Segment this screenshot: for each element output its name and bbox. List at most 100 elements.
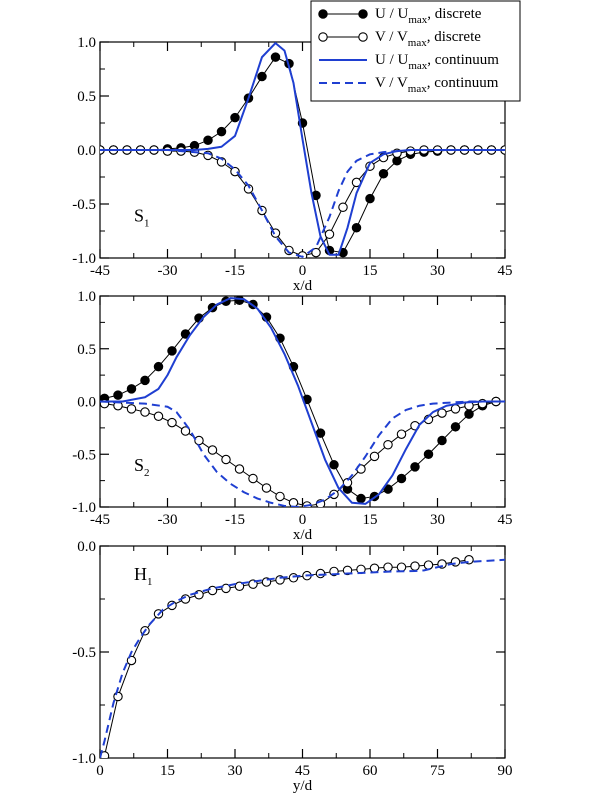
legend-marker-1	[358, 9, 368, 19]
y-tick-label: -0.5	[72, 645, 96, 661]
y-tick-label: 0.5	[77, 342, 96, 358]
legend-entry-4: V / Vmax, continuum	[375, 75, 499, 95]
series-1-point	[464, 409, 474, 419]
legend-entry-3-base: U / U	[375, 52, 409, 68]
series-1-point	[234, 296, 245, 305]
legend-entry-1-base: U / U	[375, 6, 409, 22]
x-tick-label: 15	[363, 263, 378, 279]
legend-entry-2: V / Vmax, discrete	[375, 29, 481, 49]
x-tick-label: 30	[430, 263, 445, 279]
legend-box	[310, 0, 521, 102]
x-tick-label: -15	[225, 263, 245, 279]
series-1-point	[153, 361, 164, 372]
legend-entry-2-tail: , discrete	[427, 29, 481, 45]
series-2-point	[167, 417, 177, 428]
y-tick-label: 0.5	[77, 89, 96, 105]
series-1-point	[126, 384, 137, 394]
series-1-point	[113, 390, 123, 400]
series-2-point	[207, 445, 218, 455]
series-1-point	[315, 428, 326, 438]
series-1-point	[230, 112, 240, 123]
series-3-line	[100, 297, 505, 505]
series-4-line	[100, 400, 505, 507]
legend-entry-1: U / Umax, discrete	[375, 6, 482, 26]
x-tick-label: -30	[158, 512, 178, 528]
chart-panel-3: 0 15 30 45 60 75 90 -1.0 -0.5 0.0 y/d H1	[72, 539, 512, 794]
x-tick-label: -30	[158, 263, 178, 279]
series-1-point	[270, 52, 281, 62]
legend-entry-2-base: V / V	[375, 29, 408, 45]
panel-label-base: H	[134, 564, 147, 584]
x-tick-label: 45	[498, 512, 513, 528]
panel-label-sub: 1	[144, 217, 150, 229]
x-tick-label: 30	[430, 512, 445, 528]
series-1-line	[104, 559, 470, 756]
series-1-point	[216, 126, 227, 137]
series-group	[100, 555, 505, 758]
series-1-point	[423, 449, 434, 459]
x-tick-label: 60	[363, 763, 378, 779]
series-1-point	[365, 193, 375, 204]
series-2-point	[275, 491, 285, 502]
x-axis-label: x/d	[293, 278, 313, 294]
series-2-point	[338, 202, 348, 212]
y-tick-label: 1.0	[77, 289, 96, 305]
series-1-point	[221, 583, 231, 594]
series-2-point	[450, 404, 461, 414]
series-2-point	[261, 483, 272, 493]
x-tick-label: -15	[225, 512, 245, 528]
x-tick-label: 0	[299, 512, 307, 528]
series-1-point	[203, 135, 213, 146]
legend-entry-1-sub: max	[408, 14, 427, 26]
y-tick-label: 0.0	[77, 143, 96, 159]
y-tick-label: -1.0	[72, 751, 96, 767]
x-tick-label: 0	[299, 263, 307, 279]
panel-label-base: S	[134, 455, 144, 475]
legend-entry-1-tail: , discrete	[427, 6, 481, 22]
y-tick-label: -1.0	[72, 251, 96, 267]
series-1-point	[378, 169, 389, 179]
series-1-point	[315, 568, 326, 579]
series-3-line	[100, 42, 505, 256]
series-1-line	[104, 299, 497, 500]
legend-entry-2-sub: max	[408, 37, 427, 49]
series-1-point	[113, 691, 123, 702]
series-2-point	[311, 247, 321, 258]
series-1-point	[167, 346, 177, 356]
legend-entry-3-tail: , continuum	[427, 52, 499, 68]
x-tick-label: 30	[228, 763, 243, 779]
panel-label: S2	[134, 455, 150, 479]
series-1-point	[383, 562, 393, 572]
x-tick-label: 90	[498, 763, 513, 779]
series-1-point	[450, 422, 461, 432]
plot-frame	[99, 295, 506, 508]
series-2-point	[153, 411, 164, 422]
series-1-point	[410, 561, 420, 571]
series-1-point	[194, 590, 204, 600]
legend-marker-2	[358, 32, 368, 42]
y-tick-label: 0.0	[77, 395, 96, 411]
series-group	[100, 42, 505, 258]
series-1-point	[329, 460, 339, 470]
series-2-point	[383, 440, 393, 450]
y-tick-label: -0.5	[72, 447, 96, 463]
series-2-point	[369, 451, 380, 462]
y-tick-label: 0.0	[77, 539, 96, 555]
y-tick-label: -1.0	[72, 500, 96, 516]
legend-entry-3: U / Umax, continuum	[375, 52, 499, 72]
legend-entry-3-sub: max	[408, 60, 427, 72]
legend-entry-4-sub: max	[408, 83, 427, 95]
series-2-point	[324, 229, 335, 239]
plot-frame	[99, 545, 506, 759]
series-2-point	[126, 404, 137, 414]
panel-label-sub: 1	[147, 576, 153, 588]
x-tick-label: 0	[96, 763, 104, 779]
legend-marker-1	[318, 9, 328, 19]
series-2-line	[104, 401, 497, 507]
x-tick-label: 15	[160, 763, 175, 779]
series-1-point	[351, 223, 362, 233]
x-tick-label: 75	[430, 763, 445, 779]
y-tick-label: -0.5	[72, 197, 96, 213]
